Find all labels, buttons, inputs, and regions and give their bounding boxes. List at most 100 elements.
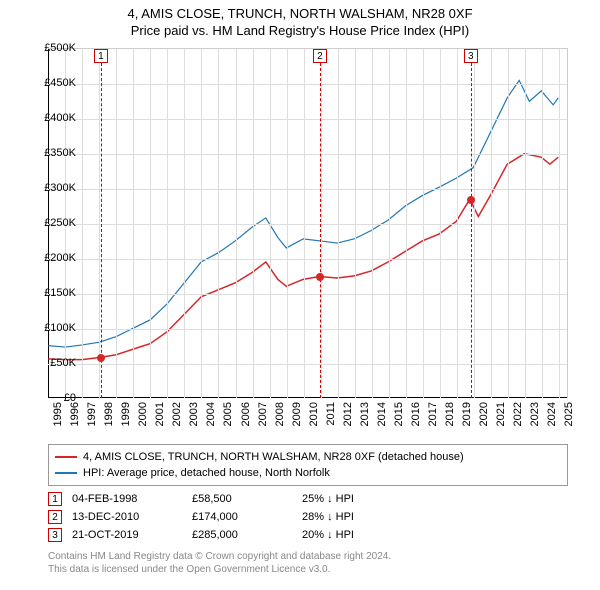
gridline-v: [474, 49, 475, 398]
x-tick-label: 2018: [444, 402, 456, 426]
legend-swatch-price: [55, 456, 77, 458]
gridline-v: [218, 49, 219, 398]
gridline-h: [48, 189, 567, 190]
tx-price: £285,000: [192, 529, 292, 541]
x-tick-label: 2019: [461, 402, 473, 426]
x-tick-label: 2001: [154, 402, 166, 426]
x-tick-label: 2024: [546, 402, 558, 426]
gridline-v: [457, 49, 458, 398]
x-tick-label: 2005: [222, 402, 234, 426]
tx-pct: 20% ↓ HPI: [302, 529, 422, 541]
tx-date: 21-OCT-2019: [72, 529, 182, 541]
legend-swatch-hpi: [55, 472, 77, 474]
chart-title: 4, AMIS CLOSE, TRUNCH, NORTH WALSHAM, NR…: [0, 0, 600, 40]
gridline-v: [321, 49, 322, 398]
gridline-v: [287, 49, 288, 398]
x-tick-label: 2011: [325, 402, 337, 426]
gridline-h: [48, 259, 567, 260]
gridline-h: [48, 329, 567, 330]
gridline-v: [542, 49, 543, 398]
marker-line-3: [471, 63, 472, 398]
gridline-h: [48, 294, 567, 295]
y-tick-label: £200K: [32, 252, 76, 264]
gridline-v: [133, 49, 134, 398]
table-row: 1 04-FEB-1998 £58,500 25% ↓ HPI: [48, 490, 568, 508]
y-tick-label: £150K: [32, 287, 76, 299]
y-tick-label: £500K: [32, 42, 76, 54]
x-tick-label: 2002: [171, 402, 183, 426]
tx-marker-1: 1: [48, 492, 62, 506]
y-tick-label: £350K: [32, 147, 76, 159]
marker-line-1: [101, 63, 102, 398]
chart-container: 4, AMIS CLOSE, TRUNCH, NORTH WALSHAM, NR…: [0, 0, 600, 590]
x-tick-label: 2003: [188, 402, 200, 426]
gridline-h: [48, 119, 567, 120]
footer-line-1: Contains HM Land Registry data © Crown c…: [48, 550, 568, 563]
gridline-v: [423, 49, 424, 398]
table-row: 2 13-DEC-2010 £174,000 28% ↓ HPI: [48, 508, 568, 526]
title-line-1: 4, AMIS CLOSE, TRUNCH, NORTH WALSHAM, NR…: [0, 6, 600, 23]
x-tick-label: 2004: [205, 402, 217, 426]
x-tick-label: 2020: [478, 402, 490, 426]
x-tick-label: 2008: [274, 402, 286, 426]
tx-pct: 28% ↓ HPI: [302, 511, 422, 523]
tx-marker-2: 2: [48, 510, 62, 524]
table-row: 3 21-OCT-2019 £285,000 20% ↓ HPI: [48, 526, 568, 544]
gridline-v: [440, 49, 441, 398]
marker-box-3: 3: [464, 49, 478, 63]
x-tick-label: 2000: [137, 402, 149, 426]
marker-dot-2: [316, 273, 324, 281]
y-tick-label: £400K: [32, 112, 76, 124]
x-tick-label: 2007: [257, 402, 269, 426]
x-tick-label: 2009: [291, 402, 303, 426]
gridline-v: [167, 49, 168, 398]
x-tick-label: 2015: [393, 402, 405, 426]
x-tick-label: 1999: [120, 402, 132, 426]
x-tick-label: 2022: [512, 402, 524, 426]
x-tick-label: 1996: [69, 402, 81, 426]
gridline-v: [372, 49, 373, 398]
gridline-v: [508, 49, 509, 398]
gridline-v: [150, 49, 151, 398]
gridline-v: [116, 49, 117, 398]
legend: 4, AMIS CLOSE, TRUNCH, NORTH WALSHAM, NR…: [48, 444, 568, 486]
y-tick-label: £250K: [32, 217, 76, 229]
gridline-v: [406, 49, 407, 398]
x-tick-label: 2010: [308, 402, 320, 426]
transaction-table: 1 04-FEB-1998 £58,500 25% ↓ HPI 2 13-DEC…: [48, 490, 568, 544]
gridline-v: [559, 49, 560, 398]
y-tick-label: £450K: [32, 77, 76, 89]
marker-box-2: 2: [313, 49, 327, 63]
marker-dot-3: [467, 196, 475, 204]
gridline-v: [389, 49, 390, 398]
gridline-h: [48, 364, 567, 365]
gridline-v: [355, 49, 356, 398]
gridline-v: [184, 49, 185, 398]
tx-pct: 25% ↓ HPI: [302, 493, 422, 505]
x-tick-label: 2023: [529, 402, 541, 426]
x-tick-label: 2025: [563, 402, 575, 426]
tx-price: £58,500: [192, 493, 292, 505]
x-tick-label: 2016: [410, 402, 422, 426]
legend-label-hpi: HPI: Average price, detached house, Nort…: [83, 467, 330, 479]
gridline-h: [48, 84, 567, 85]
title-line-2: Price paid vs. HM Land Registry's House …: [0, 23, 600, 40]
gridline-v: [253, 49, 254, 398]
gridline-v: [236, 49, 237, 398]
gridline-v: [338, 49, 339, 398]
gridline-v: [525, 49, 526, 398]
tx-price: £174,000: [192, 511, 292, 523]
y-tick-label: £300K: [32, 182, 76, 194]
footer-attribution: Contains HM Land Registry data © Crown c…: [48, 550, 568, 576]
gridline-v: [201, 49, 202, 398]
plot-area: 1 2 3: [48, 48, 568, 398]
x-tick-label: 1998: [103, 402, 115, 426]
legend-row-price: 4, AMIS CLOSE, TRUNCH, NORTH WALSHAM, NR…: [55, 449, 561, 465]
gridline-v: [82, 49, 83, 398]
x-tick-label: 1995: [52, 402, 64, 426]
x-tick-label: 2006: [240, 402, 252, 426]
gridline-v: [304, 49, 305, 398]
tx-date: 04-FEB-1998: [72, 493, 182, 505]
marker-box-1: 1: [94, 49, 108, 63]
x-tick-label: 2014: [376, 402, 388, 426]
